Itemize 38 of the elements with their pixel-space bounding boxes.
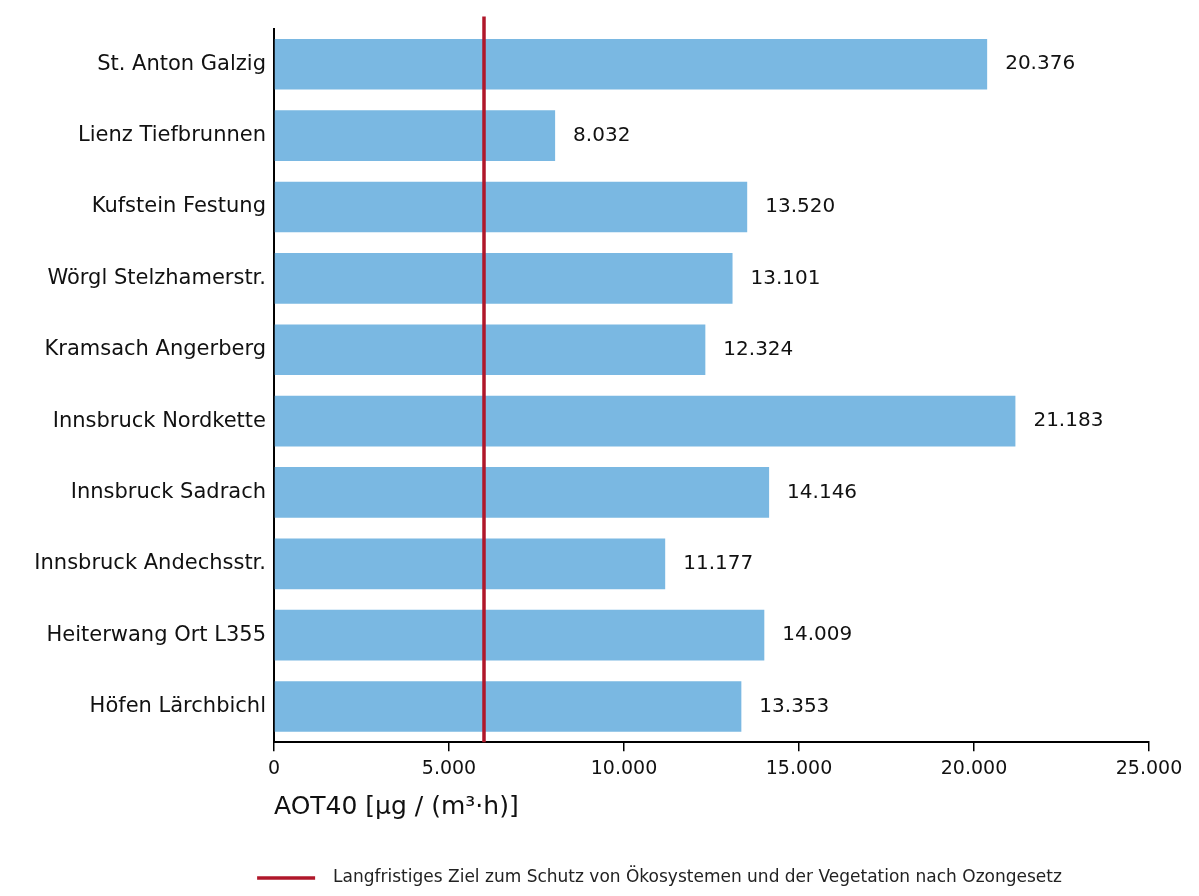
x-tick-label: 25.000 <box>1115 755 1183 778</box>
data-label: 14.146 <box>787 478 858 503</box>
bar <box>274 38 988 90</box>
x-tick-label: 10.000 <box>590 755 658 778</box>
x-tick-label: 5.000 <box>421 755 477 778</box>
y-tick-label: Innsbruck Sadrach <box>70 478 266 503</box>
x-axis-title: AOT40 [µg / (m³·h)] <box>274 790 519 820</box>
y-tick-label: Wörgl Stelzhamerstr. <box>47 264 266 289</box>
y-tick-label: Kufstein Festung <box>91 193 266 218</box>
bar <box>274 110 556 161</box>
x-tick-label: 0 <box>267 755 281 778</box>
data-label: 14.009 <box>782 621 853 646</box>
y-tick-label: Kramsach Angerberg <box>44 336 266 361</box>
y-tick-label: Heiterwang Ort L355 <box>46 621 266 646</box>
data-label: 13.101 <box>750 264 821 289</box>
data-label: 12.324 <box>723 335 794 360</box>
data-label: 11.177 <box>683 550 754 574</box>
data-label: 13.520 <box>765 193 836 218</box>
bar <box>274 467 770 518</box>
data-label: 21.183 <box>1033 407 1104 432</box>
bar <box>274 181 748 233</box>
x-tick-label: 15.000 <box>765 755 833 778</box>
data-label: 13.353 <box>759 692 830 717</box>
bar <box>274 538 666 590</box>
y-tick-label: Höfen Lärchbichl <box>89 692 266 717</box>
bar <box>274 609 765 661</box>
bar <box>274 681 742 732</box>
legend-label: Langfristiges Ziel zum Schutz von Ökosystemen und der Vegetation nach Ozongesetz <box>333 865 1062 887</box>
x-tick-label: 20.000 <box>940 755 1008 778</box>
y-tick-label: Innsbruck Andechsstr. <box>34 550 266 575</box>
bar <box>274 395 1016 447</box>
y-tick-label: Lienz Tiefbrunnen <box>78 122 266 147</box>
bar <box>274 253 733 304</box>
bar <box>274 324 706 376</box>
y-tick-label: St. Anton Galzig <box>97 50 266 75</box>
data-label: 20.376 <box>1005 50 1076 75</box>
data-label: 8.032 <box>573 121 631 146</box>
y-tick-label: Innsbruck Nordkette <box>52 407 266 432</box>
